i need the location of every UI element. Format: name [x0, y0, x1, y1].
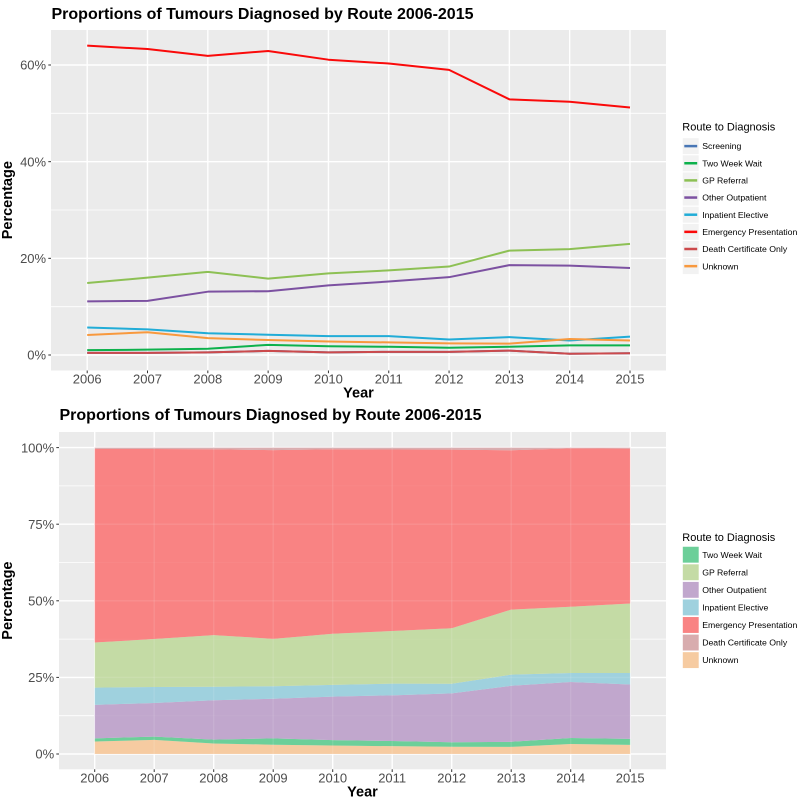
svg-text:2006: 2006 — [73, 371, 102, 386]
svg-text:Year: Year — [347, 785, 378, 801]
svg-text:60%: 60% — [20, 58, 46, 73]
svg-text:2007: 2007 — [133, 371, 162, 386]
svg-text:Emergency Presentation: Emergency Presentation — [702, 620, 797, 630]
svg-text:2013: 2013 — [497, 771, 526, 786]
svg-text:2008: 2008 — [199, 771, 228, 786]
svg-text:Proportions of Tumours Diagnos: Proportions of Tumours Diagnosed by Rout… — [52, 6, 474, 23]
svg-text:2012: 2012 — [437, 771, 466, 786]
svg-text:Emergency Presentation: Emergency Presentation — [702, 227, 797, 237]
svg-text:2014: 2014 — [556, 771, 585, 786]
svg-text:Percentage: Percentage — [0, 562, 16, 640]
svg-text:100%: 100% — [21, 440, 55, 455]
svg-text:2011: 2011 — [378, 771, 406, 786]
svg-text:2008: 2008 — [193, 371, 222, 386]
svg-text:Route to Diagnosis: Route to Diagnosis — [682, 532, 775, 544]
svg-text:Other Outpatient: Other Outpatient — [702, 193, 767, 203]
svg-text:50%: 50% — [28, 594, 54, 609]
svg-text:0%: 0% — [27, 348, 46, 363]
svg-text:Route to Diagnosis: Route to Diagnosis — [682, 122, 775, 134]
svg-text:Inpatient Elective: Inpatient Elective — [702, 210, 768, 220]
svg-text:Death Certificate Only: Death Certificate Only — [702, 244, 788, 254]
svg-text:2010: 2010 — [318, 771, 347, 786]
svg-text:2010: 2010 — [314, 371, 343, 386]
svg-text:Other Outpatient: Other Outpatient — [702, 585, 767, 595]
svg-text:25%: 25% — [28, 670, 54, 685]
svg-text:20%: 20% — [20, 251, 46, 266]
svg-text:2015: 2015 — [616, 771, 645, 786]
svg-text:Percentage: Percentage — [0, 161, 16, 239]
svg-text:2012: 2012 — [435, 371, 464, 386]
svg-text:Inpatient Elective: Inpatient Elective — [702, 603, 768, 613]
svg-text:Two Week Wait: Two Week Wait — [702, 158, 762, 168]
svg-text:2007: 2007 — [140, 771, 169, 786]
svg-text:GP Referral: GP Referral — [702, 567, 748, 577]
svg-text:2006: 2006 — [80, 771, 109, 786]
svg-text:0%: 0% — [35, 747, 54, 762]
svg-text:Two Week Wait: Two Week Wait — [702, 550, 762, 560]
svg-text:2015: 2015 — [616, 371, 645, 386]
svg-text:2013: 2013 — [495, 371, 524, 386]
svg-text:2014: 2014 — [555, 371, 584, 386]
svg-text:Screening: Screening — [702, 141, 741, 151]
svg-text:Death Certificate Only: Death Certificate Only — [702, 638, 788, 648]
svg-text:Proportions of Tumours Diagnos: Proportions of Tumours Diagnosed by Rout… — [60, 407, 482, 424]
svg-text:2009: 2009 — [254, 371, 283, 386]
svg-text:Year: Year — [343, 385, 374, 401]
svg-text:Unknown: Unknown — [702, 655, 738, 665]
svg-text:2009: 2009 — [259, 771, 288, 786]
svg-text:GP Referral: GP Referral — [702, 176, 748, 186]
svg-text:75%: 75% — [28, 517, 54, 532]
svg-text:Unknown: Unknown — [702, 261, 738, 271]
svg-text:40%: 40% — [20, 154, 46, 169]
svg-text:2011: 2011 — [375, 371, 403, 386]
